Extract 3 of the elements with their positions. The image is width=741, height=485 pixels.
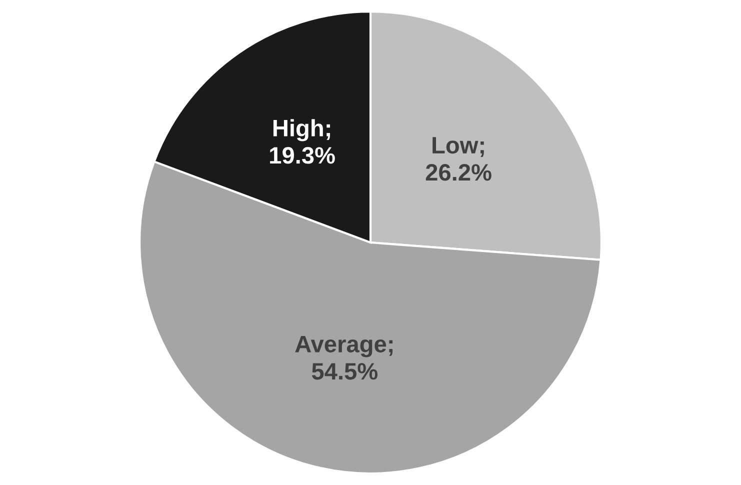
- slice-label: Average; 54.5%: [295, 336, 393, 380]
- slice-label: High; 19.3%: [270, 119, 335, 164]
- slice-label: Low; 26.2%: [426, 137, 492, 181]
